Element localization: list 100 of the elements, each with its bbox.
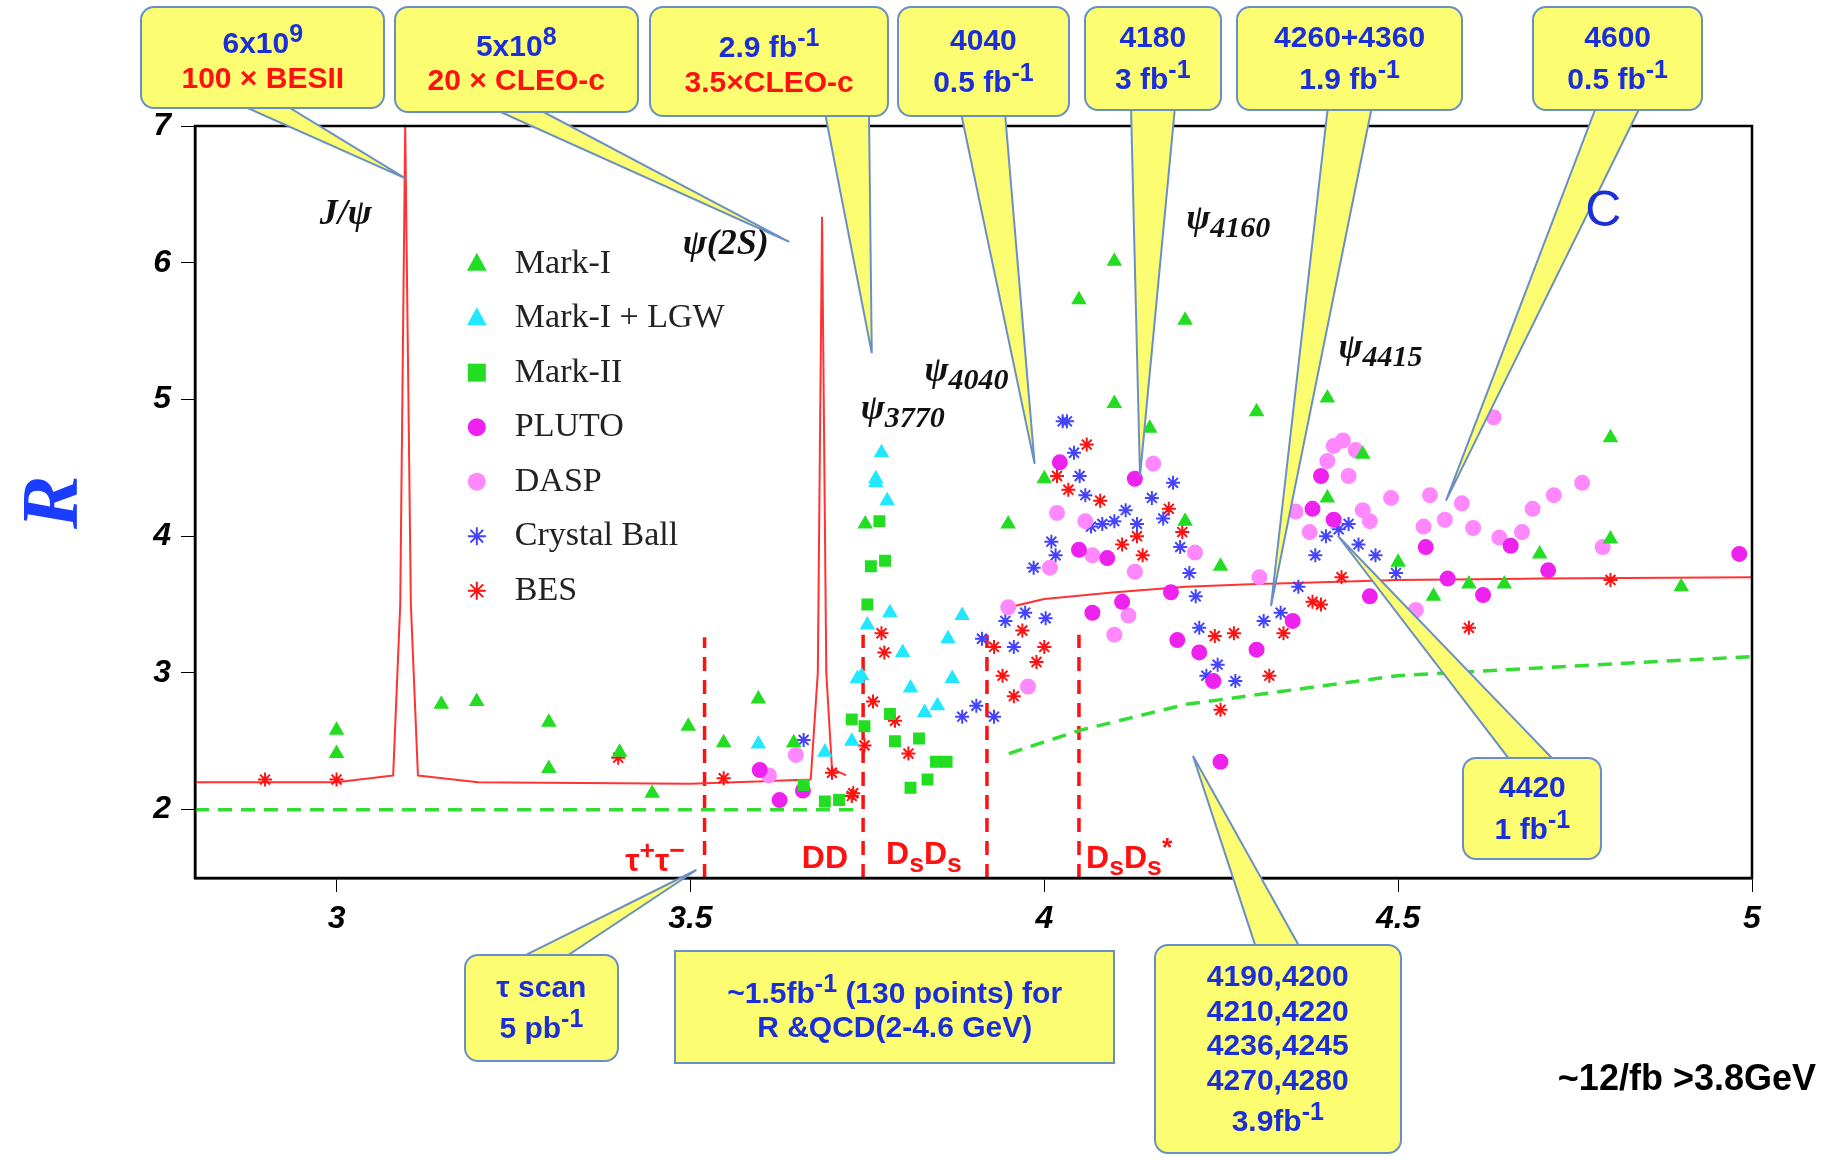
text: 4190,4200 4210,4220 4236,4245 4270,4280 3.9fb$^{-1}$ xyxy=(1205,959,1350,1139)
annotation: 4420 1 fb$^{-1}$ xyxy=(1493,770,1572,847)
point xyxy=(986,638,1003,655)
text: 4040 0.5 fb$^{-1}$ xyxy=(932,23,1035,100)
point xyxy=(1602,571,1619,588)
point xyxy=(1439,570,1456,587)
point xyxy=(1524,500,1541,517)
point xyxy=(795,731,812,748)
point xyxy=(1028,653,1045,670)
point xyxy=(954,708,971,725)
point xyxy=(1209,656,1226,673)
point xyxy=(1036,638,1053,655)
point xyxy=(1084,547,1101,564)
point xyxy=(1426,588,1441,601)
annotation: τ$^{+}$τ$^{−}$ xyxy=(625,835,685,880)
legend-label: PLUTO xyxy=(514,406,624,444)
point xyxy=(968,697,985,714)
y-tick-label: 7 xyxy=(153,105,174,142)
point xyxy=(1106,626,1123,643)
point xyxy=(856,737,873,754)
point xyxy=(1453,495,1470,512)
point xyxy=(1251,569,1268,586)
point xyxy=(257,771,274,788)
point xyxy=(817,744,832,757)
point xyxy=(879,554,891,567)
point xyxy=(1674,578,1689,592)
point xyxy=(1047,547,1064,564)
annotation: ψ$_{4160}$ xyxy=(1186,196,1271,245)
text: ~12/fb >3.8GeV xyxy=(1557,1057,1816,1100)
point xyxy=(1513,524,1530,541)
point xyxy=(1143,489,1160,506)
point xyxy=(1051,454,1068,471)
point xyxy=(1603,429,1618,443)
point xyxy=(329,745,344,759)
point xyxy=(469,693,484,707)
point xyxy=(1114,593,1131,610)
point xyxy=(873,515,886,528)
point xyxy=(751,736,766,749)
point xyxy=(1383,489,1400,506)
point xyxy=(541,714,556,727)
point xyxy=(681,718,696,731)
point xyxy=(1212,701,1229,718)
point xyxy=(1205,673,1222,690)
point xyxy=(900,745,917,762)
point xyxy=(1014,622,1031,639)
point xyxy=(1497,576,1512,589)
y-tick-label: 4 xyxy=(152,516,172,553)
point xyxy=(945,670,960,683)
point xyxy=(328,771,345,788)
point xyxy=(1019,678,1036,695)
point xyxy=(1174,524,1191,541)
point xyxy=(873,625,890,642)
point xyxy=(1041,559,1058,576)
point xyxy=(1206,627,1223,644)
point xyxy=(1388,565,1405,582)
point xyxy=(1227,673,1244,690)
point xyxy=(1070,541,1087,558)
point xyxy=(1077,513,1094,530)
point xyxy=(1000,599,1017,616)
point xyxy=(1169,632,1186,649)
x-tick-label: 4 xyxy=(1034,899,1054,936)
point xyxy=(882,604,898,618)
point xyxy=(1436,511,1453,528)
y-tick-label: 5 xyxy=(153,379,173,416)
point xyxy=(1160,500,1177,517)
point xyxy=(818,795,831,808)
point xyxy=(823,764,840,781)
text: 2.9 fb$^{-1}$ 3.5×CLEO-c xyxy=(683,23,855,100)
point xyxy=(329,722,344,735)
point xyxy=(1491,529,1508,546)
point xyxy=(1178,513,1193,526)
point xyxy=(930,697,945,711)
legend-label: Crystal Ball xyxy=(514,515,679,553)
point xyxy=(1092,492,1109,509)
point xyxy=(880,492,895,506)
text: 4180 3 fb$^{-1}$ xyxy=(1114,20,1192,97)
point xyxy=(751,690,766,704)
annotation: C xyxy=(1585,180,1622,239)
point xyxy=(1078,436,1095,453)
point xyxy=(1128,515,1145,532)
legend-label: Mark-II xyxy=(514,351,623,389)
point xyxy=(1213,558,1228,571)
point xyxy=(645,785,660,798)
point xyxy=(1049,468,1066,485)
point xyxy=(716,734,731,748)
point xyxy=(1255,612,1272,629)
point xyxy=(612,744,627,757)
point xyxy=(1545,487,1562,504)
point xyxy=(858,720,871,733)
point xyxy=(955,607,970,620)
point xyxy=(1165,474,1182,491)
point xyxy=(1155,510,1172,527)
text: 5x10$^{8}$ 20 × CLEO-c xyxy=(426,21,607,98)
point xyxy=(1107,395,1122,409)
legend-label: BES xyxy=(514,569,578,607)
point xyxy=(1128,528,1145,545)
point xyxy=(1187,544,1204,561)
annotation: D$_{s}$D$_{s}$ xyxy=(886,835,962,880)
text: 4260+4360 1.9 fb$^{-1}$ xyxy=(1273,20,1427,97)
point xyxy=(1077,487,1094,504)
